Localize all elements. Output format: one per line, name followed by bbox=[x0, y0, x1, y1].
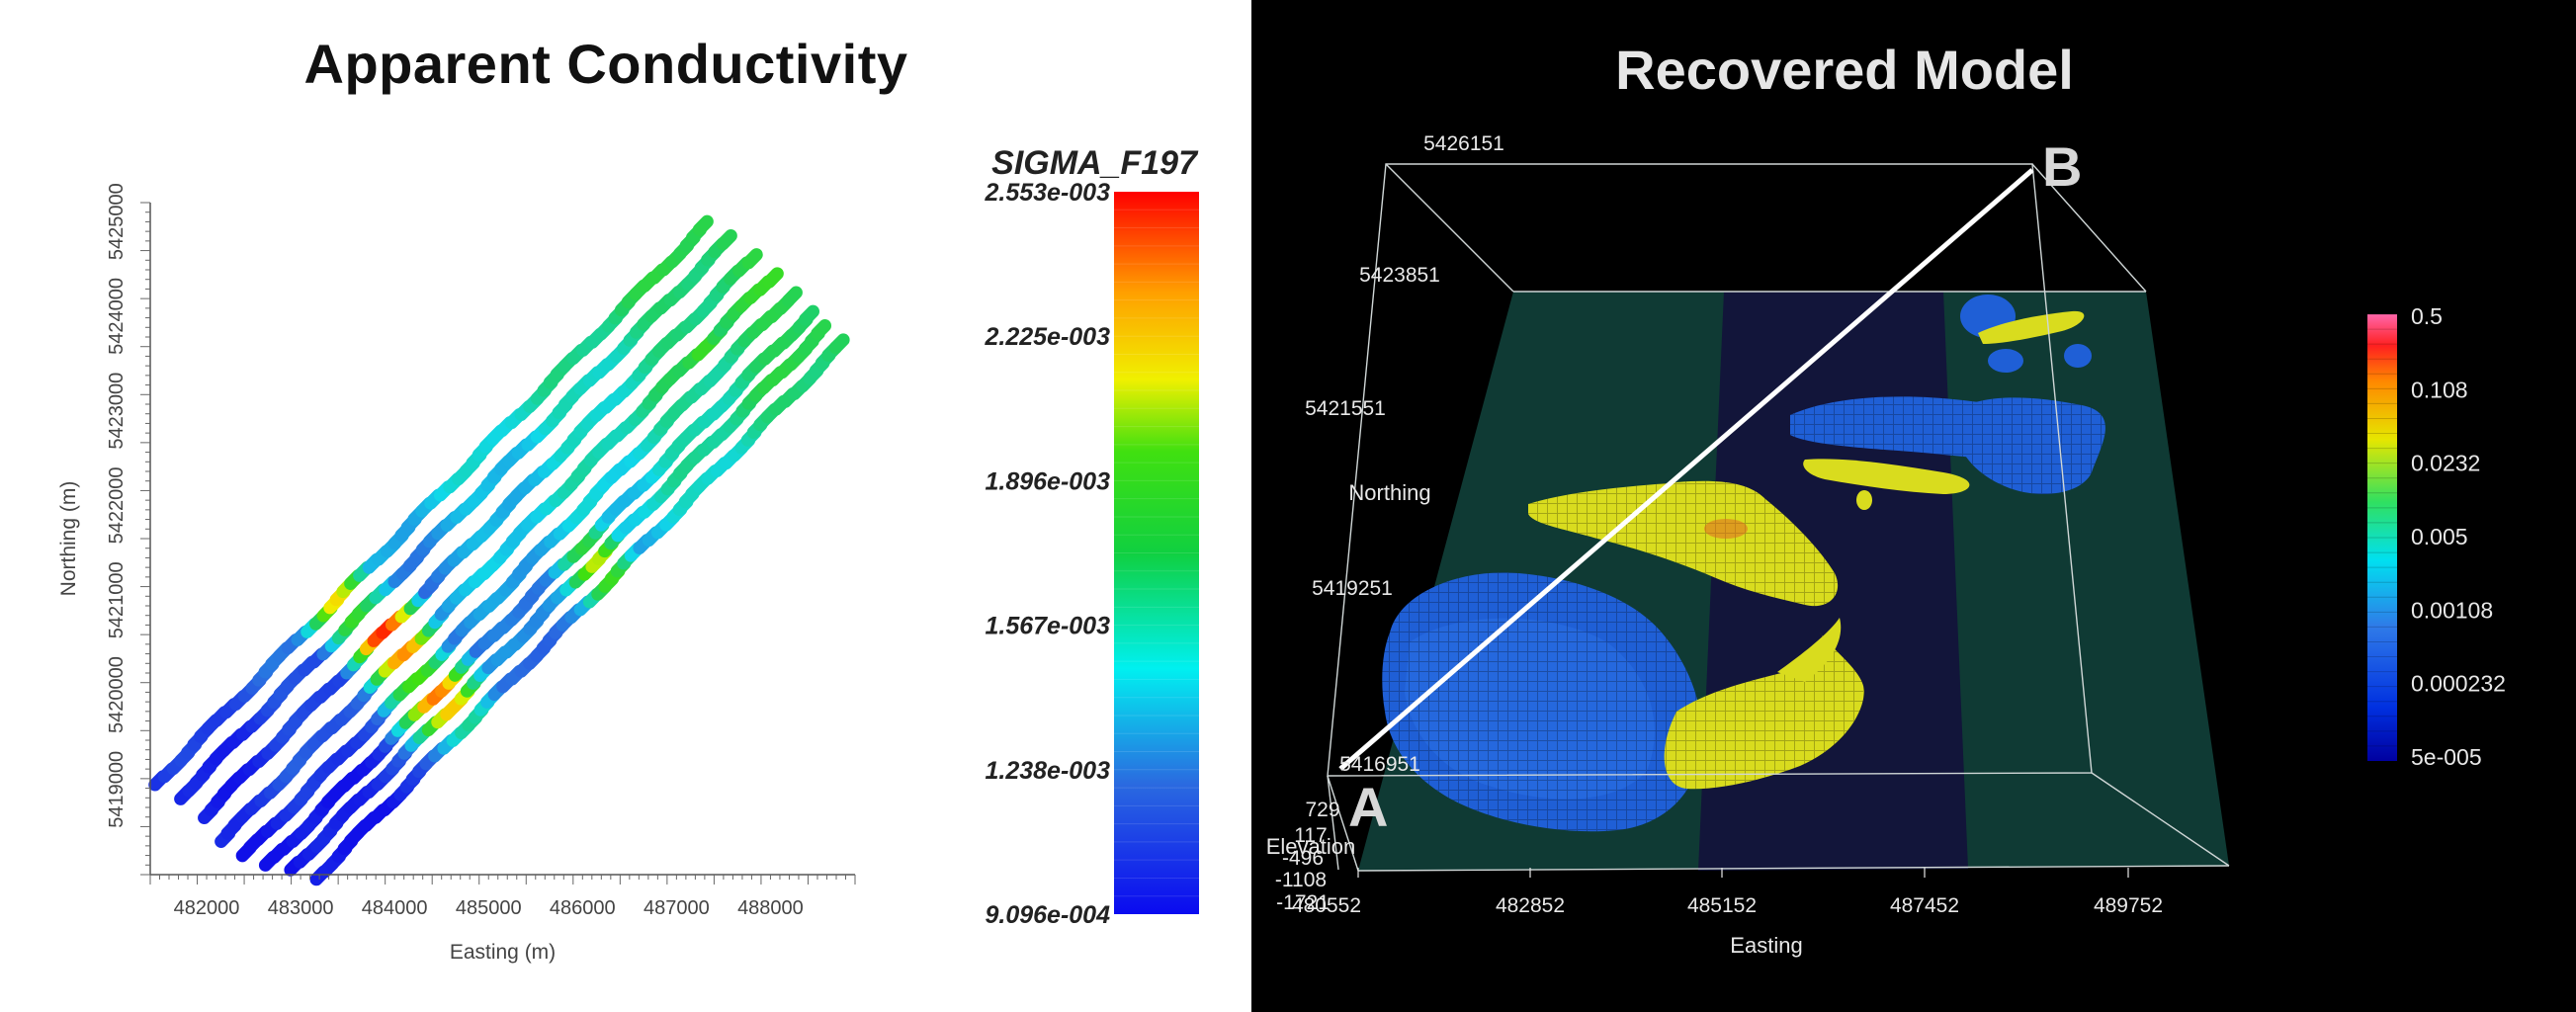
x-tick-label: 487000 bbox=[644, 897, 710, 919]
red-highlight bbox=[1704, 519, 1748, 539]
blue-conductor-north-2 bbox=[1988, 349, 2023, 373]
y-tick-label: 5421000 bbox=[106, 561, 128, 638]
colorbar-tick-label: 9.096e-004 bbox=[985, 901, 1110, 929]
northing-tick-label: 5423851 bbox=[1359, 264, 1440, 287]
recovered-model-3d-view: A B 5416951 5419251 5421551 5423851 5426151 N… bbox=[1266, 132, 2506, 958]
model-colorbar-tick-label: 0.005 bbox=[2411, 524, 2468, 549]
elevation-tick-label: 117 bbox=[1294, 824, 1327, 847]
easting-tick-label: 485152 bbox=[1687, 894, 1757, 917]
elevation-tick-label: 729 bbox=[1305, 799, 1339, 821]
northing-tick-label: 5421551 bbox=[1305, 397, 1386, 420]
colorbar-tick-label: 2.553e-003 bbox=[984, 179, 1110, 207]
easting-tick-label: 480552 bbox=[1292, 894, 1361, 917]
elevation-axis-label: Elevation bbox=[1266, 834, 1356, 859]
flight-line-7 bbox=[284, 319, 832, 877]
flight-line-segment bbox=[716, 229, 737, 251]
x-tick-label: 485000 bbox=[456, 897, 522, 919]
plot-axes: 482000 483000 484000 485000 486000 487000 4880… bbox=[57, 183, 856, 964]
colorbar-tick-label: 1.567e-003 bbox=[985, 613, 1110, 640]
bounding-box bbox=[1327, 163, 2230, 872]
x-tick-label: 482000 bbox=[174, 897, 240, 919]
flight-line-segment bbox=[811, 319, 832, 340]
northing-axis-label: Northing bbox=[1348, 480, 1430, 505]
colorbar-title: SIGMA_F197 bbox=[991, 144, 1199, 182]
recovered-model-title: Recovered Model bbox=[1615, 39, 2074, 101]
x-tick-label: 488000 bbox=[737, 897, 804, 919]
colorbar-tick-label: 1.896e-003 bbox=[985, 467, 1110, 495]
model-axes: 5416951 5419251 5421551 5423851 5426151 North… bbox=[1266, 132, 2163, 958]
elevation-tick-label: -1108 bbox=[1275, 869, 1327, 891]
blue-conductor-north-3 bbox=[2064, 344, 2092, 368]
section-label-a: A bbox=[1348, 776, 1388, 838]
flight-line-segment bbox=[828, 333, 850, 355]
section-line-ab bbox=[1338, 168, 2034, 771]
yellow-conductor-blob bbox=[1856, 490, 1872, 510]
section-label-b: B bbox=[2042, 135, 2082, 198]
flight-line-6 bbox=[258, 304, 819, 872]
elevation-tick-label: -496 bbox=[1282, 847, 1324, 870]
model-colorbar-tick-label: 0.5 bbox=[2411, 303, 2443, 329]
flight-line-segment bbox=[762, 267, 784, 289]
northing-tick-label: 5426151 bbox=[1423, 132, 1504, 155]
x-axis-label: Easting (m) bbox=[450, 941, 556, 964]
elevation-tick-label: -1721 bbox=[1276, 891, 1330, 914]
model-colorbar-tick-label: 0.000232 bbox=[2411, 671, 2506, 697]
flight-lines bbox=[148, 214, 850, 886]
yellow-conductor-northeast bbox=[1803, 459, 1970, 494]
recovered-model-panel: Recovered Model bbox=[1251, 0, 2576, 1012]
model-colorbar-tick-label: 0.0232 bbox=[2411, 451, 2480, 476]
flight-line-2 bbox=[174, 229, 737, 805]
flight-line-4 bbox=[215, 267, 784, 848]
easting-tick-label: 489752 bbox=[2094, 894, 2163, 917]
y-axis-label: Northing (m) bbox=[57, 481, 80, 597]
flight-line-5 bbox=[235, 286, 803, 863]
flight-line-1 bbox=[148, 214, 714, 792]
flight-line-segment bbox=[741, 248, 763, 270]
flight-line-segment bbox=[781, 286, 803, 307]
model-colorbar-tick-label: 0.00108 bbox=[2411, 597, 2493, 623]
y-tick-label: 5424000 bbox=[106, 278, 128, 355]
northing-tick-label: 5416951 bbox=[1339, 753, 1420, 776]
colorbar-tick-label: 1.238e-003 bbox=[985, 757, 1110, 785]
y-tick-label: 5423000 bbox=[106, 373, 128, 450]
flight-line-8 bbox=[309, 333, 850, 886]
yellow-conductor-streak bbox=[1777, 618, 1842, 682]
flight-line-3 bbox=[198, 248, 763, 825]
x-tick-label: 486000 bbox=[550, 897, 616, 919]
model-colorbar: 0.5 0.108 0.0232 0.005 0.00108 0.000232 5e-005 bbox=[2367, 303, 2506, 770]
apparent-conductivity-chart: 482000 483000 484000 485000 486000 487000 4880… bbox=[57, 144, 1199, 964]
easting-tick-label: 487452 bbox=[1890, 894, 1959, 917]
x-tick-label: 483000 bbox=[268, 897, 334, 919]
blue-conductor-southwest-voxels bbox=[1382, 572, 1702, 832]
y-tick-label: 5419000 bbox=[106, 751, 128, 828]
flight-line-segment bbox=[692, 214, 714, 236]
yellow-conductor-central-voxels bbox=[1528, 480, 1839, 607]
conductor-bodies bbox=[1382, 295, 2105, 832]
colorbar-tick-label: 2.225e-003 bbox=[984, 323, 1110, 351]
apparent-conductivity-panel: Apparent Conductivity 482000 483000 484000… bbox=[0, 0, 1251, 1012]
y-tick-label: 5425000 bbox=[106, 183, 128, 260]
colorbar-gradient bbox=[1114, 192, 1199, 914]
y-tick-label: 5422000 bbox=[106, 467, 128, 545]
y-tick-label: 5420000 bbox=[106, 656, 128, 733]
model-colorbar-tick-label: 0.108 bbox=[2411, 377, 2468, 402]
model-colorbar-tick-label: 5e-005 bbox=[2411, 744, 2482, 770]
blue-conductor-east-voxels bbox=[1958, 397, 2105, 494]
easting-tick-label: 482852 bbox=[1496, 894, 1565, 917]
flight-line-segment bbox=[799, 304, 819, 326]
northing-tick-label: 5419251 bbox=[1312, 577, 1393, 600]
model-colorbar-gradient bbox=[2367, 314, 2397, 761]
x-tick-label: 484000 bbox=[362, 897, 428, 919]
yellow-conductor-north bbox=[1978, 310, 2085, 344]
easting-axis-label: Easting bbox=[1730, 933, 1802, 958]
apparent-conductivity-title: Apparent Conductivity bbox=[303, 33, 908, 95]
